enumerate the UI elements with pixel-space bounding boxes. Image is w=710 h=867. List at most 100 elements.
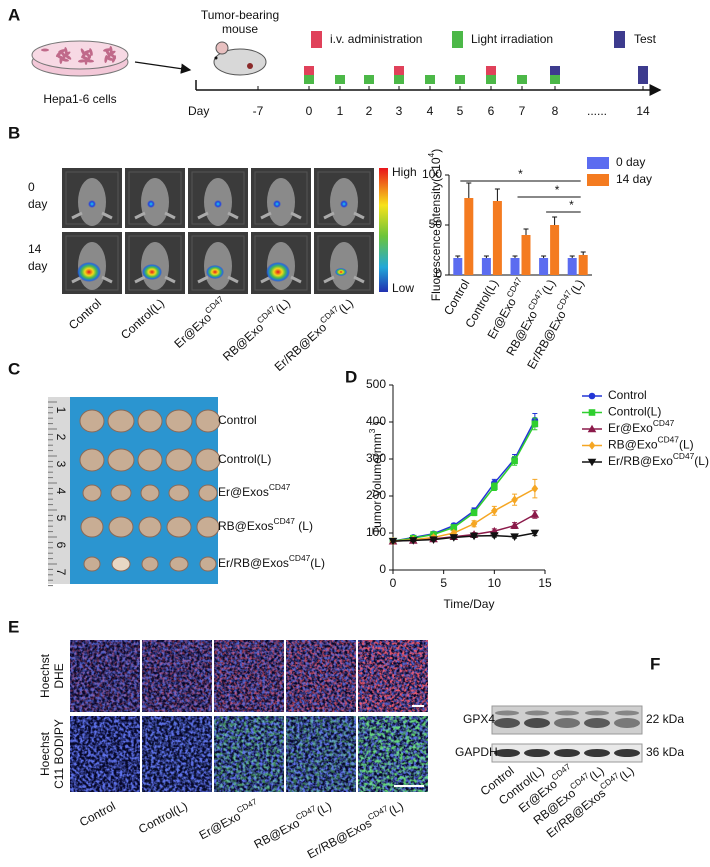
point [530, 510, 540, 518]
legend-label: Er@ExoCD47 [608, 418, 675, 435]
point [531, 420, 539, 428]
bar [453, 258, 463, 275]
mouse-legs [260, 211, 302, 220]
significance-star: * [569, 198, 574, 212]
cell [103, 48, 111, 52]
group-label: Control(L) [136, 799, 190, 836]
label-part: CD47 [673, 451, 695, 461]
cell [55, 51, 63, 57]
label-part: (L) [295, 519, 313, 533]
label-part: ) [429, 149, 443, 153]
arrow [134, 61, 192, 74]
label-part: (L) [694, 454, 709, 468]
label-part: Control [608, 388, 647, 402]
point [450, 528, 458, 538]
bar [567, 258, 577, 275]
bar [539, 258, 549, 275]
x-tick-label: Control [441, 277, 472, 318]
tumor [141, 556, 159, 572]
mouse-label: mouse [222, 22, 258, 36]
tumor [169, 556, 189, 572]
bar [492, 201, 502, 275]
label-part: 4 [426, 152, 436, 157]
mouse-eye [214, 56, 218, 60]
label-part: Er@Exo [608, 421, 653, 435]
label-part: Er/RB@Exo [272, 320, 330, 374]
label-part: Control [218, 413, 257, 427]
significance-star: * [518, 167, 523, 181]
legend-label: Control(L) [608, 405, 661, 419]
label-part: (L) [386, 799, 406, 818]
label-part: CD47 [289, 553, 311, 563]
bar [464, 198, 474, 275]
dhe-signal [286, 640, 356, 712]
error-bar [580, 251, 586, 255]
row-label: 14 [28, 242, 42, 256]
label-part: Control [66, 296, 104, 332]
cell [80, 48, 86, 56]
point [470, 509, 478, 516]
label-part: Fluorescence intensity(×10 [429, 157, 443, 301]
band-label: GPX4 [463, 712, 495, 726]
label-part: Control(L) [136, 799, 190, 836]
day-tick-label: -7 [253, 104, 264, 118]
stain-label: DHE [52, 663, 66, 688]
label-part: RB@Exo [252, 816, 303, 852]
day-tick-label: 8 [552, 104, 559, 118]
point [510, 521, 519, 529]
y-tick-label: 50 [429, 217, 443, 231]
row-label: day [28, 259, 47, 273]
schedule-light [394, 75, 404, 84]
cell [41, 48, 49, 52]
mouse-label: Tumor-bearing [201, 8, 279, 22]
tumor [165, 409, 193, 433]
bar [510, 258, 520, 275]
y-tick-label: 0 [379, 562, 386, 576]
group-label: Er@ExoCD47 [170, 294, 231, 351]
cell [104, 55, 108, 63]
point [408, 537, 418, 545]
petri-dish-rim [31, 40, 129, 70]
panel-label: E [8, 617, 19, 636]
point [510, 533, 519, 541]
label-part: (L) [273, 296, 293, 316]
point [491, 483, 498, 491]
band [615, 710, 639, 716]
label-part: CD47 [504, 275, 524, 299]
size-label: 22 kDa [646, 712, 684, 726]
legend-label: i.v. administration [330, 32, 422, 46]
tumor [138, 516, 162, 538]
legend-label: 14 day [616, 172, 652, 186]
label-part: CD47 [653, 418, 675, 428]
group-label: Control(L) [118, 296, 167, 342]
mouse-legs [71, 211, 113, 220]
band [495, 710, 519, 716]
signal [214, 200, 222, 208]
dhe-signal [142, 640, 212, 712]
mouse-legs [323, 211, 365, 220]
band [614, 749, 640, 757]
tumor [195, 448, 221, 472]
signal [88, 200, 96, 208]
day-tick-label: 0 [306, 104, 313, 118]
label-part: Er@Exo [197, 809, 243, 843]
signal [340, 200, 348, 208]
legend-swatch [452, 31, 463, 48]
day-label: Day [188, 104, 209, 118]
panel-label: D [345, 367, 357, 386]
scale-label: Low [392, 281, 414, 295]
ruler-number: 2 [54, 434, 68, 441]
mouse-body [213, 48, 267, 76]
error-bar [483, 255, 489, 258]
x-tick-label: 10 [488, 576, 502, 590]
legend-swatch [614, 31, 625, 48]
row-label: 0 [28, 180, 35, 194]
mouse [141, 178, 169, 226]
point [511, 495, 518, 504]
x-tick-label: 0 [390, 576, 397, 590]
day-tick-label: 4 [427, 104, 434, 118]
signal [266, 262, 290, 282]
bodipy-signal [142, 716, 212, 792]
band [584, 749, 610, 757]
